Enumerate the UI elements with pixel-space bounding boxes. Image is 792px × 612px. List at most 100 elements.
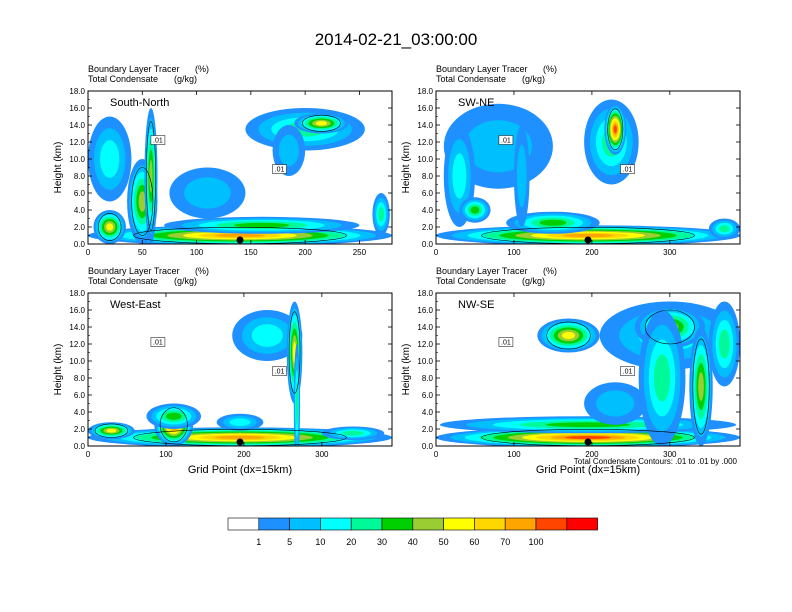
shade-cell xyxy=(698,372,704,401)
shade-cell xyxy=(106,428,117,433)
shade-cell xyxy=(100,140,120,178)
shade-cell xyxy=(516,144,527,208)
shade-cell xyxy=(229,418,251,426)
contour-label: .01 xyxy=(501,137,511,144)
shade-cell xyxy=(214,435,266,440)
y-tick-label: 0.0 xyxy=(422,240,434,249)
y-tick-label: 18.0 xyxy=(69,87,85,96)
shade-cell xyxy=(613,125,617,134)
colorbar-swatch xyxy=(443,517,475,531)
panel-header-tracer-unit: (%) xyxy=(195,64,209,74)
y-tick-label: 10.0 xyxy=(417,357,433,366)
y-tick-label: 12.0 xyxy=(417,138,433,147)
panel-0: Boundary Layer Tracer (%) Total Condensate… xyxy=(53,64,393,257)
contour-label-box xyxy=(150,337,166,347)
x-tick-label: 50 xyxy=(138,248,147,257)
y-tick-label: 8.0 xyxy=(422,172,434,181)
y-tick-label: 4.0 xyxy=(422,206,434,215)
x-tick-label: 300 xyxy=(315,450,329,459)
condensate-contour xyxy=(131,167,154,236)
colorbar-swatch xyxy=(350,517,383,531)
location-marker xyxy=(236,438,244,446)
y-tick-label: 8.0 xyxy=(74,374,86,383)
shade-cell xyxy=(165,412,182,420)
shade-cell xyxy=(106,223,114,231)
shading-layer: .01 .01 xyxy=(436,91,740,244)
y-tick-label: 2.0 xyxy=(74,425,86,434)
condensate-contour xyxy=(644,309,695,345)
panel-label: West-East xyxy=(110,299,161,311)
y-tick-label: 4.0 xyxy=(422,408,434,417)
shade-cell xyxy=(214,233,266,238)
x-tick-label: 200 xyxy=(237,450,251,459)
colorbar-swatch xyxy=(381,517,414,531)
panel-label: SW-NE xyxy=(458,97,494,109)
colorbar-swatch xyxy=(566,517,598,531)
shade-cell xyxy=(278,134,299,167)
shade-cell xyxy=(378,206,385,222)
y-tick-label: 0.0 xyxy=(74,240,86,249)
colorbar-swatch xyxy=(258,517,290,531)
shade-cell xyxy=(184,177,231,209)
condensate-contour xyxy=(98,213,122,241)
panel-header-condensate: Total Condensate xyxy=(88,74,158,84)
colorbar-label: 50 xyxy=(439,537,449,547)
contour-label-box xyxy=(150,135,166,145)
y-tick-label: 18.0 xyxy=(69,289,85,298)
contour-label-box xyxy=(272,366,287,376)
panel-header-condensate-unit: (g/kg) xyxy=(522,74,545,84)
y-tick-label: 12.0 xyxy=(69,138,85,147)
colorbar-label: 100 xyxy=(528,537,543,547)
condensate-contour xyxy=(94,423,129,438)
colorbar-label: 40 xyxy=(408,537,418,547)
x-tick-label: 0 xyxy=(86,248,91,257)
x-tick-label: 300 xyxy=(663,248,677,257)
x-tick-label: 200 xyxy=(585,248,599,257)
shading-layer: .01 .01 xyxy=(436,293,740,446)
x-tick-label: 250 xyxy=(353,248,367,257)
y-tick-label: 2.0 xyxy=(422,425,434,434)
y-tick-label: 2.0 xyxy=(74,223,86,232)
y-tick-label: 6.0 xyxy=(74,189,86,198)
y-tick-label: 8.0 xyxy=(74,172,86,181)
x-tick-label: 100 xyxy=(507,450,521,459)
colorbar-label: 70 xyxy=(500,537,510,547)
location-marker xyxy=(584,438,592,446)
colorbar-swatch xyxy=(535,517,568,531)
shade-cell xyxy=(315,121,328,126)
y-tick-label: 6.0 xyxy=(422,391,434,400)
panel-header-tracer: Boundary Layer Tracer xyxy=(436,266,528,276)
panel-header-tracer: Boundary Layer Tracer xyxy=(436,64,528,74)
panel-header-condensate-unit: (g/kg) xyxy=(174,74,197,84)
panel-header-condensate-unit: (g/kg) xyxy=(522,276,545,286)
colorbar-swatch xyxy=(289,517,321,531)
figure-title: 2014-02-21_03:00:00 xyxy=(314,30,478,49)
y-tick-label: 18.0 xyxy=(417,289,433,298)
colorbar-label: 60 xyxy=(469,537,479,547)
panel-header-tracer: Boundary Layer Tracer xyxy=(88,266,180,276)
panel-header-tracer-unit: (%) xyxy=(543,64,557,74)
location-marker xyxy=(236,236,244,244)
contour-label: .01 xyxy=(275,167,285,174)
shade-cell xyxy=(539,219,567,226)
contour-label: .01 xyxy=(153,339,163,346)
x-tick-label: 0 xyxy=(434,450,439,459)
panel-header-condensate: Total Condensate xyxy=(88,276,158,286)
shade-cell xyxy=(342,430,364,436)
panel-header-condensate-unit: (g/kg) xyxy=(174,276,197,286)
x-tick-label: 100 xyxy=(159,450,173,459)
shade-cell xyxy=(138,191,146,212)
panel-label: South-North xyxy=(110,97,169,109)
contour-label-box xyxy=(272,164,287,174)
shade-cell xyxy=(562,233,614,238)
y-tick-label: 4.0 xyxy=(74,206,86,215)
y-axis-label: Height (km) xyxy=(401,142,412,194)
x-axis-label: Grid Point (dx=15km) xyxy=(188,464,292,476)
colorbar-label: 10 xyxy=(315,537,325,547)
condensate-contour xyxy=(146,121,156,231)
panel-label: NW-SE xyxy=(458,299,494,311)
shade-cell xyxy=(653,354,671,402)
x-tick-label: 300 xyxy=(663,450,677,459)
colorbar-label: 1 xyxy=(256,537,261,547)
